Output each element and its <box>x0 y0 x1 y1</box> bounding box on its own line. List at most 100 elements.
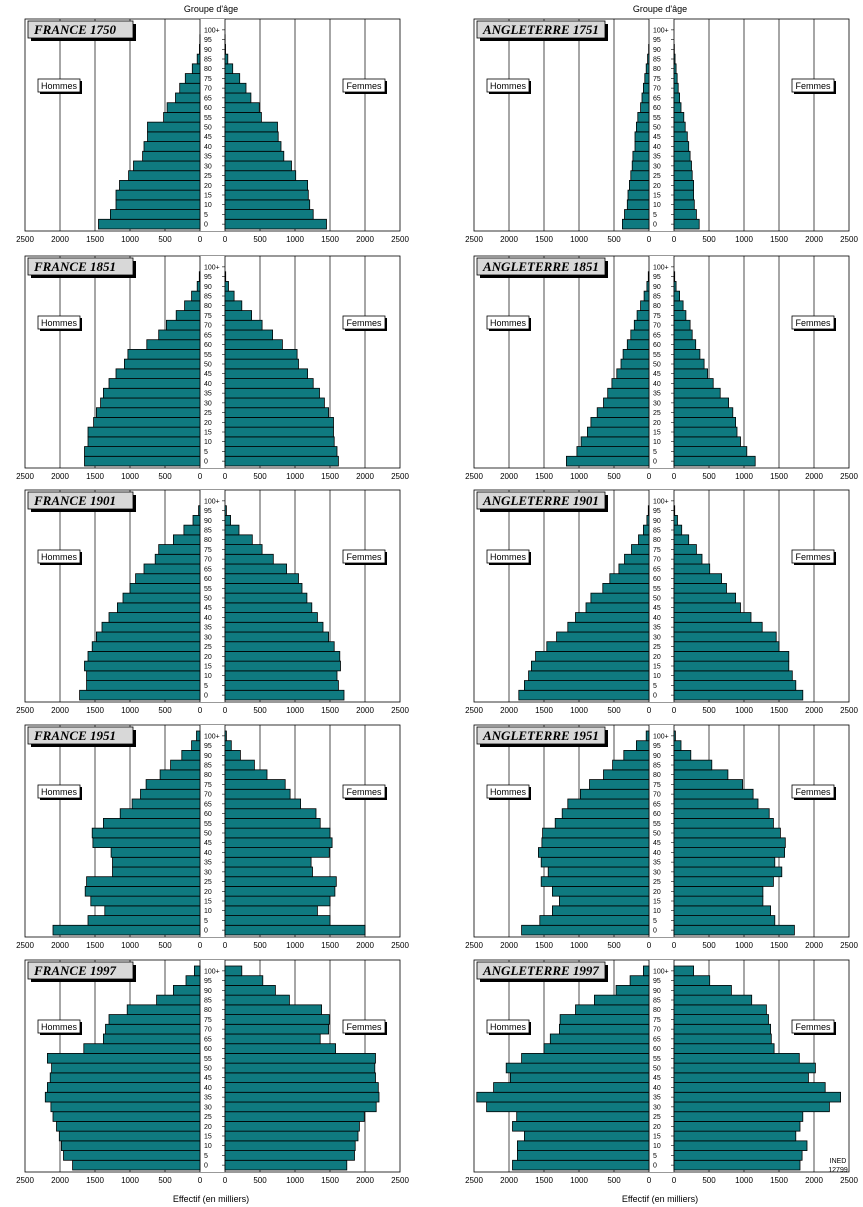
x-tick-label-women: 2000 <box>805 706 823 715</box>
bar-men <box>531 660 650 672</box>
age-tick-label: 90 <box>204 988 212 995</box>
bar-men <box>172 534 201 545</box>
age-tick-label: 10 <box>204 673 212 680</box>
bar-women <box>224 689 345 701</box>
bar-women <box>673 769 729 780</box>
bar-men <box>135 573 201 584</box>
age-tick-label: 45 <box>204 840 212 847</box>
bar-men <box>127 349 201 360</box>
bar-men <box>191 740 201 751</box>
bar-women <box>224 985 276 996</box>
age-tick-label: 85 <box>653 528 661 535</box>
age-band <box>200 725 225 937</box>
bar-men <box>191 63 201 74</box>
age-tick-label: 20 <box>204 1124 212 1131</box>
bar-men <box>184 73 201 84</box>
bar-men <box>516 1111 650 1122</box>
x-tick-label-men: 2500 <box>465 472 483 481</box>
bar-women <box>224 53 229 65</box>
age-tick-label: 60 <box>653 576 661 583</box>
age-tick-label: 20 <box>653 1124 661 1131</box>
bar-women <box>224 583 303 594</box>
bar-women <box>224 730 227 742</box>
credit-line-1: INED <box>830 1158 847 1165</box>
bar-women <box>224 160 292 172</box>
title-box <box>476 257 606 276</box>
bar-men <box>623 750 650 761</box>
age-band <box>649 490 674 702</box>
bar-women <box>673 827 781 839</box>
bar-men <box>175 310 201 321</box>
bar-women <box>224 1082 379 1093</box>
x-tick-label-women: 2000 <box>805 472 823 481</box>
age-tick-label: 0 <box>653 459 657 466</box>
age-tick-label: 5 <box>653 212 657 219</box>
panel-title: ANGLETERRE 1951 <box>482 728 599 743</box>
age-tick-label: 35 <box>653 1095 661 1102</box>
x-tick-label-women: 500 <box>702 941 716 950</box>
bar-men <box>142 150 201 162</box>
x-tick-label-women: 500 <box>253 706 267 715</box>
bar-women <box>224 1150 355 1161</box>
bar-women <box>673 631 777 643</box>
age-tick-label: 50 <box>653 125 661 132</box>
bar-men <box>622 349 650 360</box>
bar-women <box>673 189 695 201</box>
bar-women <box>673 994 753 1006</box>
x-tick-label-women: 1500 <box>321 235 339 244</box>
bar-women <box>224 1101 377 1113</box>
age-tick-label: 30 <box>204 163 212 170</box>
bar-women <box>224 808 317 819</box>
bar-men <box>108 1014 201 1025</box>
bar-men <box>115 189 201 201</box>
bar-women <box>224 895 331 907</box>
x-tick-label-women: 1000 <box>286 706 304 715</box>
men-label: Hommes <box>490 81 527 91</box>
bar-women <box>673 53 676 65</box>
age-group-header-right: Groupe d'âge <box>633 4 687 14</box>
x-tick-label-men: 2000 <box>500 472 518 481</box>
bar-men <box>552 905 650 916</box>
bar-women <box>673 740 682 751</box>
age-tick-label: 10 <box>653 202 661 209</box>
age-tick-label: 30 <box>653 634 661 641</box>
age-tick-label: 30 <box>204 1104 212 1111</box>
age-tick-label: 80 <box>204 537 212 544</box>
x-tick-label-women: 500 <box>253 235 267 244</box>
age-tick-label: 50 <box>204 1066 212 1073</box>
bar-men <box>110 847 201 858</box>
age-tick-label: 90 <box>653 284 661 291</box>
age-tick-label: 95 <box>653 274 661 281</box>
x-tick-label-women: 1500 <box>770 1176 788 1185</box>
age-tick-label: 70 <box>204 792 212 799</box>
age-tick-label: 75 <box>653 1017 661 1024</box>
bar-men <box>63 1150 201 1161</box>
bar-women <box>673 150 691 162</box>
bar-men <box>158 544 201 555</box>
women-label-box <box>791 549 835 564</box>
bar-women <box>673 779 743 790</box>
bar-men <box>96 407 201 418</box>
age-tick-label: 90 <box>204 753 212 760</box>
bar-men <box>147 131 201 142</box>
bar-women <box>673 680 797 691</box>
age-tick-label: 15 <box>204 430 212 437</box>
age-tick-label: 85 <box>204 763 212 770</box>
pyramid-panel: 0 5 10 15 20 25 30 35 40 45 50 55 60 65 70 75 80 85 90 95 10… <box>16 18 409 244</box>
x-tick-label-women: 1000 <box>735 235 753 244</box>
bar-men <box>518 689 650 701</box>
age-tick-label: 15 <box>653 1134 661 1141</box>
bar-men <box>115 368 201 379</box>
bar-women <box>224 670 338 681</box>
bar-men <box>131 798 201 810</box>
bar-women <box>224 750 241 761</box>
bar-women <box>224 924 366 936</box>
bar-men <box>47 1082 201 1093</box>
bar-men <box>552 886 650 897</box>
bar-men <box>126 1004 201 1015</box>
bar-men <box>580 788 650 800</box>
age-tick-label: 55 <box>204 352 212 359</box>
age-tick-label: 35 <box>653 154 661 161</box>
x-tick-label-men: 1000 <box>121 235 139 244</box>
